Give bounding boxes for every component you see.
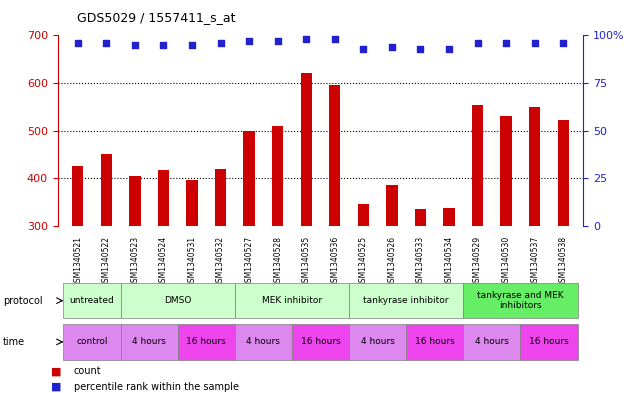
Bar	[121, 324, 178, 360]
Text: GSM1340526: GSM1340526	[387, 235, 396, 287]
Bar	[406, 324, 463, 360]
Bar	[187, 180, 197, 226]
Bar	[121, 283, 235, 318]
Point	[529, 40, 540, 46]
Bar	[444, 208, 454, 226]
Bar	[158, 170, 169, 226]
Bar	[244, 130, 255, 226]
Bar	[501, 116, 512, 226]
Point	[301, 36, 312, 42]
Bar	[463, 283, 578, 318]
Text: GSM1340532: GSM1340532	[216, 235, 225, 287]
Bar	[301, 73, 312, 226]
Bar	[558, 120, 569, 226]
Text: 4 hours: 4 hours	[361, 338, 395, 346]
Text: GSM1340528: GSM1340528	[273, 235, 282, 286]
Bar	[272, 126, 283, 226]
Point	[187, 42, 197, 48]
Bar	[72, 166, 83, 226]
Text: GSM1340534: GSM1340534	[445, 235, 454, 287]
Bar	[415, 209, 426, 226]
Bar	[178, 324, 235, 360]
Text: GSM1340535: GSM1340535	[302, 235, 311, 287]
Text: DMSO: DMSO	[164, 296, 192, 305]
Text: GSM1340529: GSM1340529	[473, 235, 482, 287]
Bar	[349, 324, 406, 360]
Text: GSM1340537: GSM1340537	[530, 235, 539, 287]
Point	[244, 38, 254, 44]
Bar	[349, 283, 463, 318]
Bar	[215, 169, 226, 226]
Point	[415, 46, 426, 52]
Text: GSM1340538: GSM1340538	[559, 235, 568, 287]
Text: GSM1340530: GSM1340530	[502, 235, 511, 287]
Bar	[101, 154, 112, 226]
Bar	[292, 324, 349, 360]
Text: GSM1340533: GSM1340533	[416, 235, 425, 287]
Text: MEK inhibitor: MEK inhibitor	[262, 296, 322, 305]
Text: 4 hours: 4 hours	[475, 338, 509, 346]
Bar	[329, 85, 340, 226]
Point	[215, 40, 226, 46]
Text: tankyrase and MEK
inhibitors: tankyrase and MEK inhibitors	[477, 291, 564, 310]
Point	[387, 44, 397, 50]
Bar	[529, 107, 540, 226]
Text: 4 hours: 4 hours	[246, 338, 280, 346]
Point	[129, 42, 140, 48]
Point	[501, 40, 512, 46]
Text: tankyrase inhibitor: tankyrase inhibitor	[363, 296, 449, 305]
Point	[329, 36, 340, 42]
Bar	[63, 324, 121, 360]
Text: GSM1340527: GSM1340527	[245, 235, 254, 287]
Text: GDS5029 / 1557411_s_at: GDS5029 / 1557411_s_at	[77, 11, 235, 24]
Bar	[129, 176, 140, 226]
Point	[558, 40, 569, 46]
Bar	[235, 324, 292, 360]
Point	[158, 42, 169, 48]
Text: GSM1340525: GSM1340525	[359, 235, 368, 287]
Point	[444, 46, 454, 52]
Bar	[463, 324, 520, 360]
Text: GSM1340536: GSM1340536	[330, 235, 339, 287]
Bar	[387, 185, 397, 226]
Text: 16 hours: 16 hours	[187, 338, 226, 346]
Text: 16 hours: 16 hours	[301, 338, 340, 346]
Text: count: count	[74, 366, 101, 376]
Point	[358, 46, 369, 52]
Text: GSM1340523: GSM1340523	[130, 235, 139, 287]
Point	[472, 40, 483, 46]
Bar	[520, 324, 578, 360]
Bar	[358, 204, 369, 226]
Bar	[235, 283, 349, 318]
Text: GSM1340521: GSM1340521	[73, 235, 82, 286]
Text: 16 hours: 16 hours	[529, 338, 569, 346]
Bar	[63, 283, 121, 318]
Text: percentile rank within the sample: percentile rank within the sample	[74, 382, 238, 392]
Text: time: time	[3, 337, 26, 347]
Text: ■: ■	[51, 366, 62, 376]
Point	[101, 40, 112, 46]
Text: 4 hours: 4 hours	[132, 338, 166, 346]
Text: ■: ■	[51, 382, 62, 392]
Text: untreated: untreated	[70, 296, 114, 305]
Text: GSM1340522: GSM1340522	[102, 235, 111, 286]
Bar	[472, 105, 483, 226]
Text: GSM1340524: GSM1340524	[159, 235, 168, 287]
Text: GSM1340531: GSM1340531	[187, 235, 196, 287]
Point	[272, 38, 283, 44]
Text: control: control	[76, 338, 108, 346]
Text: 16 hours: 16 hours	[415, 338, 454, 346]
Text: protocol: protocol	[3, 296, 43, 306]
Point	[72, 40, 83, 46]
